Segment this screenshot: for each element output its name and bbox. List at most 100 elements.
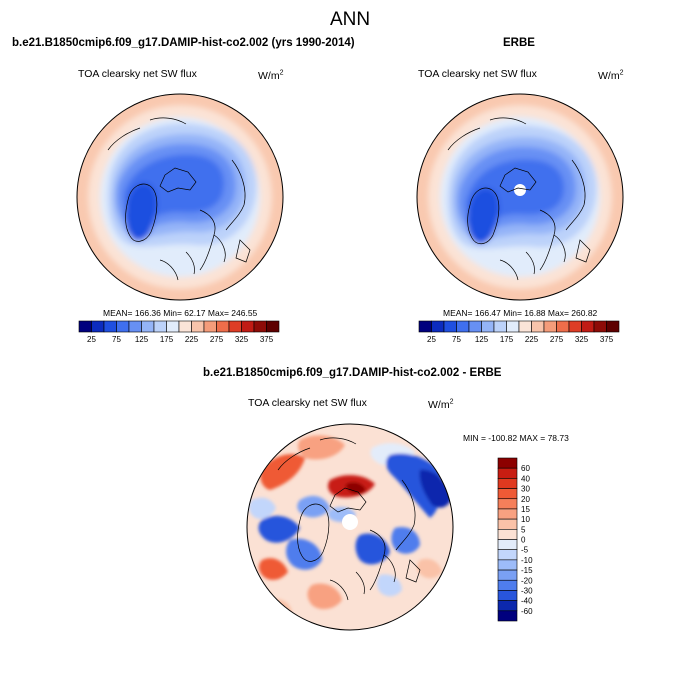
panel3-colorbar-box-9: [497, 549, 518, 561]
figure-title: ANN: [329, 9, 371, 30]
panel2-colorbar-box-11: [556, 320, 570, 333]
panel1-colorbar-box-0: [78, 320, 92, 333]
panel3-colorbar-tick-label: -20: [521, 576, 533, 585]
panel3-colorbar-box-12: [497, 579, 518, 591]
panel3-colorbar-tick-label: 40: [521, 474, 530, 483]
panel3-colorbar-tick-label: 30: [521, 485, 530, 494]
panel2-colorbar-box-9: [531, 320, 545, 333]
panel2-colorbar-box-15: [606, 320, 620, 333]
panel3-colorbar-box-7: [497, 529, 518, 540]
panel1-colorbar-box-13: [241, 320, 255, 333]
panel1-colorbar-tick-label: 25: [87, 335, 96, 344]
panel1-colorbar-box-11: [216, 320, 230, 333]
panel1-colorbar-tick-label: 175: [160, 335, 174, 344]
panel3-units: W/m2: [428, 398, 454, 411]
panel1-colorbar-box-9: [191, 320, 205, 333]
panel1-map: [76, 93, 284, 301]
panel3-colorbar-box-5: [497, 508, 518, 520]
panel3-colorbar-tick-label: 20: [521, 495, 530, 504]
panel2-colorbar-tick-label: 175: [500, 335, 514, 344]
panel3-colorbar-tick-label: -60: [521, 607, 533, 616]
panel1-colorbar: 25 75 125 175 225 275 325 375: [78, 320, 280, 344]
panel3-colorbar-tick-label: 15: [521, 505, 530, 514]
panel2-colorbar-box-8: [518, 320, 532, 333]
panel2-colorbar-box-2: [443, 320, 457, 333]
panel1-colorbar-tick-label: 125: [135, 335, 149, 344]
panel2-colorbar: 25 75 125 175 225 275 325 375: [418, 320, 620, 344]
panel3-colorbar-tick-label: -30: [521, 586, 533, 595]
panel2-colorbar-tick-label: 275: [550, 335, 564, 344]
panel1-colorbar-box-4: [128, 320, 142, 333]
panel3-colorbar-box-2: [497, 478, 518, 489]
panel2-colorbar-box-12: [568, 320, 582, 333]
panel1-colorbar-box-15: [266, 320, 280, 333]
panel1-colorbar-box-8: [178, 320, 192, 333]
panel1-colorbar-box-2: [103, 320, 117, 333]
panel2-colorbar-box-10: [543, 320, 557, 333]
panel2-colorbar-box-4: [468, 320, 482, 333]
panel3-colorbar-tick-label: 60: [521, 464, 530, 473]
panel1-stats: MEAN= 166.36 Min= 62.17 Max= 246.55: [103, 308, 258, 318]
panel1-colorbar-box-3: [116, 320, 130, 333]
panel1-variable-label: TOA clearsky net SW flux: [78, 68, 197, 80]
panel2-colorbar-tick-label: 125: [475, 335, 489, 344]
panel3-colorbar-box-4: [497, 498, 518, 510]
panel2-colorbar-box-0: [418, 320, 432, 333]
panel2-colorbar-box-3: [456, 320, 470, 333]
panel1-colorbar-box-1: [91, 320, 105, 333]
panel3-colorbar-box-13: [497, 590, 518, 601]
panel1-units: W/m2: [258, 69, 284, 82]
panel1-colorbar-box-7: [166, 320, 180, 333]
panel3-colorbar-box-11: [497, 569, 518, 581]
panel2-colorbar-tick-label: 325: [575, 335, 589, 344]
panel3-colorbar-tick-label: 0: [521, 536, 526, 545]
panel1-colorbar-box-6: [153, 320, 167, 333]
panel1-colorbar-box-10: [203, 320, 217, 333]
panel3-colorbar-tick-label: -5: [521, 546, 529, 555]
panel1-colorbar-tick-label: 75: [112, 335, 121, 344]
panel2-title: ERBE: [503, 37, 535, 49]
panel3-stats: MIN = -100.82 MAX = 78.73: [463, 433, 569, 443]
panel1-colorbar-tick-label: 325: [235, 335, 249, 344]
panel3-title: b.e21.B1850cmip6.f09_g17.DAMIP-hist-co2.…: [203, 367, 502, 379]
panel3-colorbar-box-8: [497, 539, 518, 550]
panel3-colorbar-box-1: [497, 467, 518, 479]
panel3-colorbar-box-15: [497, 610, 518, 622]
panel1-colorbar-tick-label: 375: [260, 335, 274, 344]
panel3-colorbar-tick-label: -15: [521, 566, 533, 575]
panel2-colorbar-tick-label: 25: [427, 335, 436, 344]
panel2-variable-label: TOA clearsky net SW flux: [418, 68, 537, 80]
panel2-colorbar-box-14: [593, 320, 607, 333]
panel3-map: [246, 423, 454, 631]
panel2-colorbar-box-6: [493, 320, 507, 333]
panel1-colorbar-box-14: [253, 320, 267, 333]
panel2-stats: MEAN= 166.47 Min= 16.88 Max= 260.82: [443, 308, 598, 318]
panel3-colorbar-box-3: [497, 488, 518, 500]
panel2-map: [416, 93, 624, 301]
panel2-colorbar-box-1: [431, 320, 445, 333]
panel2-colorbar-tick-label: 75: [452, 335, 461, 344]
panel1-colorbar-tick-label: 225: [185, 335, 199, 344]
panel3-colorbar-box-14: [497, 600, 518, 612]
panel2-colorbar-tick-label: 375: [600, 335, 614, 344]
panel3-colorbar-box-6: [497, 518, 518, 530]
panel3-colorbar-tick-label: 5: [521, 525, 526, 534]
panel2-colorbar-box-5: [481, 320, 495, 333]
panel1-title: b.e21.B1850cmip6.f09_g17.DAMIP-hist-co2.…: [12, 37, 355, 49]
panel2-colorbar-box-13: [581, 320, 595, 333]
panel3-colorbar-box-0: [497, 457, 518, 469]
panel2-colorbar-box-7: [506, 320, 520, 333]
panel1-colorbar-box-5: [141, 320, 155, 333]
panel3-variable-label: TOA clearsky net SW flux: [248, 397, 367, 409]
panel1-colorbar-tick-label: 275: [210, 335, 224, 344]
panel2-units: W/m2: [598, 69, 624, 82]
panel3-colorbar-tick-label: -10: [521, 556, 533, 565]
panel3-colorbar-tick-label: 10: [521, 515, 530, 524]
panel3-colorbar-tick-label: -40: [521, 597, 533, 606]
panel2-colorbar-tick-label: 225: [525, 335, 539, 344]
panel1-colorbar-box-12: [228, 320, 242, 333]
panel3-colorbar-box-10: [497, 559, 518, 571]
